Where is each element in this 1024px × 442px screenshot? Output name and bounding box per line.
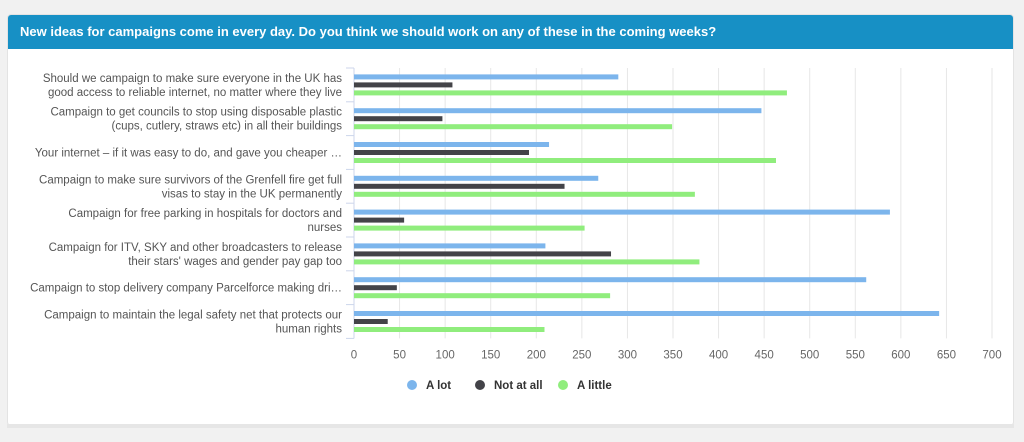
category-label: nurses	[307, 222, 342, 234]
bar	[354, 183, 565, 189]
x-tick-label: 200	[527, 349, 546, 361]
category-label: visas to stay in the UK permanently	[162, 188, 342, 200]
bar	[354, 108, 762, 114]
bar	[354, 217, 405, 223]
bar	[354, 251, 612, 257]
bar	[354, 225, 585, 231]
category-label: their stars' wages and gender pay gap to…	[128, 256, 342, 268]
bar	[354, 116, 443, 122]
bar	[354, 293, 611, 299]
bar	[354, 311, 940, 316]
category-label: Campaign to get councils to stop using d…	[50, 107, 342, 119]
x-tick-label: 150	[481, 349, 500, 361]
panel-shadow	[7, 424, 1014, 428]
category-label: Your internet – if it was easy to do, an…	[35, 148, 342, 160]
legend-label: A little	[577, 380, 612, 392]
category-label: Campaign to maintain the legal safety ne…	[44, 310, 342, 322]
x-tick-label: 350	[663, 349, 682, 361]
x-tick-label: 50	[393, 349, 406, 361]
category-label: Campaign to stop delivery company Parcel…	[30, 283, 342, 295]
bar	[354, 285, 397, 291]
bar	[354, 142, 550, 147]
bar	[354, 191, 695, 197]
legend-label: A lot	[426, 380, 451, 392]
x-tick-label: 0	[351, 349, 357, 361]
category-label: Campaign for ITV, SKY and other broadcas…	[49, 242, 342, 254]
bar	[354, 175, 599, 181]
bar	[354, 319, 388, 324]
bar	[354, 243, 546, 249]
x-tick-label: 400	[709, 349, 728, 361]
bar	[354, 209, 890, 215]
bar	[354, 150, 529, 155]
bar	[354, 158, 776, 163]
category-label: Campaign to make sure survivors of the G…	[39, 174, 342, 186]
legend-symbol	[558, 380, 568, 390]
bar	[354, 277, 867, 283]
bar	[354, 327, 545, 332]
category-label: good access to reliable internet, no mat…	[48, 87, 342, 99]
x-tick-label: 450	[755, 349, 774, 361]
bar	[354, 74, 619, 80]
x-tick-label: 500	[800, 349, 819, 361]
category-label: (cups, cutlery, straws etc) in all their…	[111, 121, 342, 133]
bar	[354, 82, 453, 88]
bar	[354, 90, 787, 96]
legend-label: Not at all	[494, 380, 543, 392]
category-label: Should we campaign to make sure everyone…	[43, 73, 342, 85]
x-tick-label: 700	[982, 349, 1001, 361]
legend-symbol	[407, 380, 417, 390]
x-tick-label: 650	[937, 349, 956, 361]
category-label: Campaign for free parking in hospitals f…	[68, 208, 342, 220]
x-tick-label: 550	[846, 349, 865, 361]
x-tick-label: 250	[572, 349, 591, 361]
panel-title: New ideas for campaigns come in every da…	[8, 15, 1013, 49]
category-label: human rights	[276, 324, 343, 336]
chart-panel: New ideas for campaigns come in every da…	[7, 14, 1014, 426]
x-tick-label: 600	[891, 349, 910, 361]
bar	[354, 124, 673, 130]
legend-symbol	[475, 380, 485, 390]
x-tick-label: 100	[436, 349, 455, 361]
x-tick-label: 300	[618, 349, 637, 361]
bar	[354, 259, 700, 265]
